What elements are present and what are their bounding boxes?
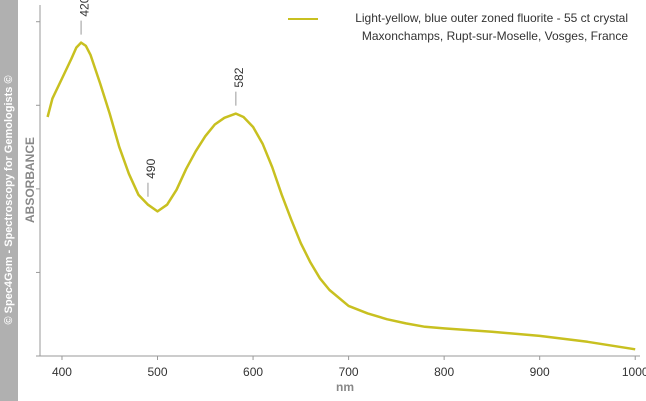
y-axis-label: ABSORBANCE [23,137,37,223]
x-tick-label: 800 [434,365,454,379]
x-tick-label: 600 [243,365,263,379]
x-tick-label: 1000 [622,365,646,379]
x-tick-label: 400 [52,365,72,379]
spectrum-line [46,41,636,351]
x-tick-label: 500 [148,365,168,379]
annotation-label: 420 [77,0,91,17]
x-axis-label: nm [336,380,354,394]
x-tick-label: 900 [530,365,550,379]
x-tick-label: 700 [339,365,359,379]
watermark: © Spec4Gem - Spectroscopy for Gemologist… [3,75,15,324]
annotation-label: 490 [144,158,158,178]
subtitle: Maxonchamps, Rupt-sur-Moselle, Vosges, F… [362,29,628,43]
annotation-label: 582 [232,67,246,87]
watermark-band [0,0,18,401]
legend-entry: Light-yellow, blue outer zoned fluorite … [355,11,628,25]
